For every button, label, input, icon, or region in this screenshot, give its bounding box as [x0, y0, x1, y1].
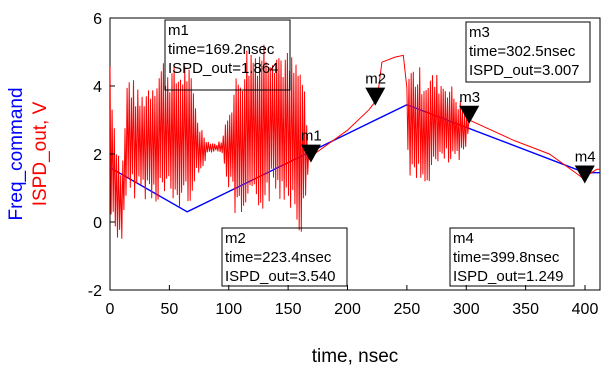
marker-readout-box-m4 — [449, 227, 575, 287]
y-tick-label: 4 — [93, 79, 102, 96]
x-tick-label: 300 — [453, 301, 480, 318]
marker-readout-line: ISPD_out=3.007 — [469, 62, 580, 79]
series-line-ispd — [110, 44, 600, 239]
x-tick-label: 200 — [334, 301, 361, 318]
marker-triangle-m1[interactable] — [300, 144, 321, 163]
marker-readout-line: ISPD_out=1.249 — [453, 268, 564, 285]
x-tick-label: 100 — [215, 301, 242, 318]
x-tick-label: 400 — [572, 301, 599, 318]
y-tick-label: 0 — [93, 215, 102, 232]
x-tick-label: 250 — [394, 301, 421, 318]
marker-triangle-m2[interactable] — [365, 87, 386, 106]
marker-readout-line: m1 — [168, 22, 189, 39]
y-tick-label: 2 — [93, 147, 102, 164]
marker-readout-line: m2 — [225, 230, 246, 247]
marker-tag-m4: m4 — [575, 149, 596, 166]
marker-readout-line: time=399.8nsec — [453, 249, 560, 266]
marker-tag-m1: m1 — [301, 128, 322, 145]
x-tick-label: 350 — [512, 301, 539, 318]
marker-readout-line: m3 — [469, 24, 490, 41]
marker-readout-line: time=223.4nsec — [225, 249, 332, 266]
marker-readout-box-m1 — [164, 19, 291, 91]
y-axis-title-2: ISPD_out, V — [30, 101, 51, 206]
x-axis-title: time, nsec — [312, 346, 399, 367]
y-tick-label: 6 — [93, 11, 102, 28]
marker-readout-line: ISPD_out=1.864 — [168, 60, 279, 77]
marker-triangle-m3[interactable] — [459, 105, 480, 124]
marker-readout-line: m4 — [453, 230, 474, 247]
marker-readout-line: time=302.5nsec — [469, 43, 576, 60]
marker-triangle-m4[interactable] — [574, 165, 595, 184]
x-tick-label: 150 — [275, 301, 302, 318]
marker-readout-line: time=169.2nsec — [168, 41, 275, 58]
x-tick-label: 50 — [160, 301, 178, 318]
marker-readout-box-m3 — [465, 21, 591, 83]
marker-readout-line: ISPD_out=3.540 — [225, 268, 336, 285]
y-tick-label: -2 — [88, 283, 102, 300]
marker-readout-box-m2 — [221, 227, 348, 287]
y-axis-title-1: Freq_command — [6, 87, 27, 220]
marker-tag-m3: m3 — [459, 89, 480, 106]
x-tick-label: 0 — [106, 301, 115, 318]
marker-tag-m2: m2 — [365, 71, 386, 88]
